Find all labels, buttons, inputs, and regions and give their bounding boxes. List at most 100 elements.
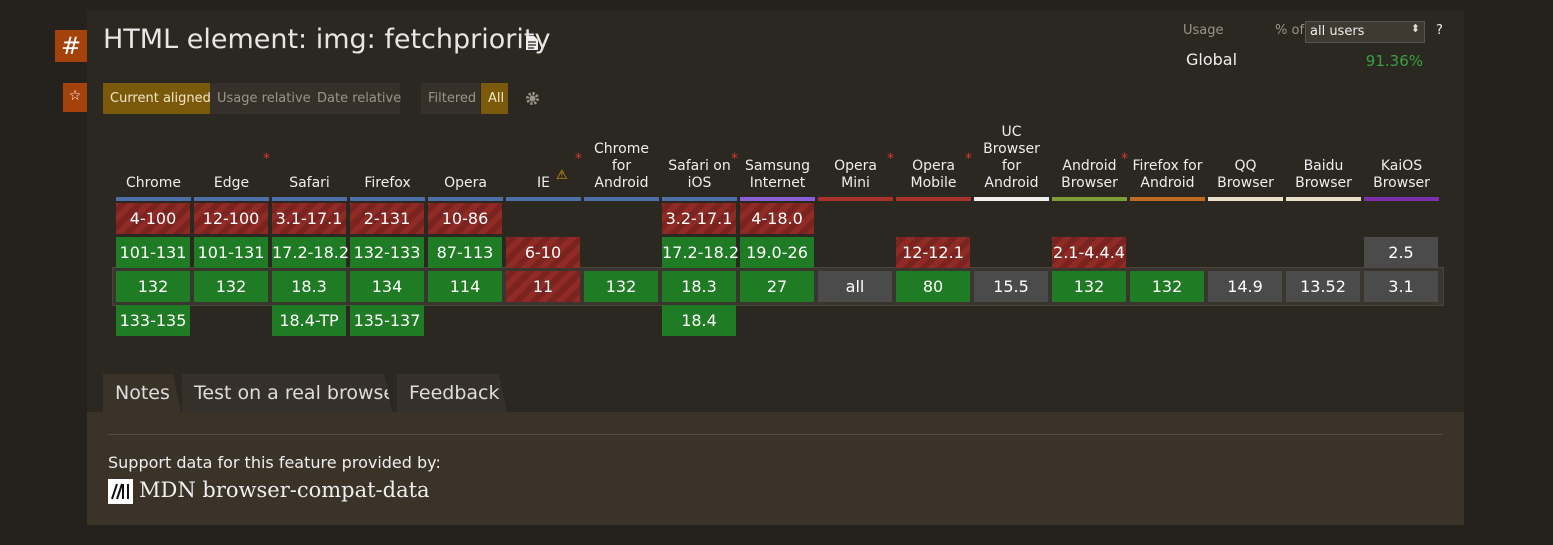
support-cell[interactable]: 132 [1052,271,1126,302]
support-cell[interactable]: 134 [350,271,424,302]
support-cell[interactable]: 80 [896,271,970,302]
doc-icon[interactable] [525,35,539,51]
user-select-text: all users [1310,24,1365,39]
note-star: * [575,151,582,167]
support-cell[interactable]: 2-131 [350,203,424,234]
star-button[interactable]: ☆ [63,83,87,112]
support-cell[interactable]: 132-133 [350,237,424,268]
note-star: * [887,151,894,167]
browser-bar [272,197,347,201]
support-cell[interactable]: 18.3 [662,271,736,302]
tab[interactable]: Feedback [397,374,507,412]
support-cell[interactable]: 15.5 [974,271,1048,302]
browser-bar [740,197,815,201]
mdn-logo [108,479,133,504]
browser-bar [1364,197,1439,201]
notes-panel [87,412,1464,525]
tab[interactable]: Notes [103,374,181,412]
percent-of-label: % of [1275,23,1305,38]
browser-name: Edge [213,175,250,191]
support-cell[interactable]: 101-131 [194,237,268,268]
browser-name: Chrome for Android [594,141,649,191]
support-cell[interactable]: 17.2-18.2 [662,237,739,268]
browser-bar [1208,197,1283,201]
tab[interactable]: Test on a real browser [182,374,392,412]
browser-name: QQ Browser [1217,158,1274,191]
view-mode-button[interactable]: Date relative [310,83,401,114]
warning-icon: ⚠ [556,168,568,183]
browser-bar [350,197,425,201]
browser-name: Baidu Browser [1295,158,1352,191]
support-cell[interactable]: 10-86 [428,203,502,234]
support-cell[interactable]: 2.5 [1364,237,1438,268]
region-label: Global [1186,50,1238,69]
browser-bar [1052,197,1127,201]
support-cell[interactable]: 132 [584,271,658,302]
filter-button[interactable]: Filtered [421,83,480,114]
support-cell[interactable]: 132 [116,271,190,302]
usage-value: 91.36% [1365,52,1423,70]
feature-title: HTML element: img: fetchpriority [103,24,551,55]
browser-name: Opera Mobile [910,158,957,191]
anchor-link[interactable]: # [55,30,87,62]
view-mode-button[interactable]: Current aligned [103,83,211,114]
browser-bar [116,197,191,201]
browser-bar [1130,197,1205,201]
support-cell[interactable]: 13.52 [1286,271,1360,302]
support-cell[interactable]: 2.1-4.4.4 [1052,237,1126,268]
browser-bar [428,197,503,201]
support-cell[interactable]: 4-18.0 [740,203,814,234]
browser-bar [974,197,1049,201]
mdn-source-link[interactable]: MDN browser-compat-data [139,478,430,502]
support-cell[interactable]: 3.1-17.1 [272,203,346,234]
browser-bar [818,197,893,201]
view-mode-button[interactable]: Usage relative [210,83,311,114]
browser-name: Safari on iOS [668,158,731,191]
browser-name: Safari [289,175,330,191]
support-cell[interactable]: 87-113 [428,237,502,268]
note-star: * [965,151,972,167]
browser-name: UC Browser for Android [983,124,1040,191]
browser-bar [584,197,659,201]
settings-icon[interactable] [525,91,540,106]
support-cell[interactable]: 135-137 [350,305,424,336]
support-cell[interactable]: 133-135 [116,305,190,336]
support-cell[interactable]: 6-10 [506,237,580,268]
support-cell[interactable]: 132 [1130,271,1204,302]
browser-bar [194,197,269,201]
support-cell[interactable]: 3.2-17.1 [662,203,736,234]
support-cell[interactable]: 19.0-26 [740,237,814,268]
support-cell[interactable]: 12-100 [194,203,268,234]
help-link[interactable]: ? [1436,23,1443,38]
support-cell[interactable]: 4-100 [116,203,190,234]
support-cell[interactable]: 114 [428,271,502,302]
support-cell[interactable]: 12-12.1 [896,237,970,268]
support-cell[interactable]: 27 [740,271,814,302]
browser-name: KaiOS Browser [1373,158,1430,191]
support-cell[interactable]: 11 [506,271,580,302]
support-cell[interactable]: 18.4 [662,305,736,336]
usage-label: Usage [1183,23,1224,38]
filter-button[interactable]: All [481,83,508,114]
browser-bar [1286,197,1361,201]
support-cell[interactable]: 18.3 [272,271,346,302]
browser-name: Firefox for Android [1132,158,1203,191]
browser-bar [896,197,971,201]
support-cell[interactable]: 132 [194,271,268,302]
divider [108,434,1443,435]
note-star: * [1121,151,1128,167]
support-cell[interactable]: 18.4-TP [272,305,346,336]
note-star: * [731,151,738,167]
support-cell[interactable]: all [818,271,892,302]
note-star: * [263,151,270,167]
support-cell[interactable]: 3.1 [1364,271,1438,302]
browser-name: Samsung Internet [744,158,811,191]
support-cell[interactable]: 14.9 [1208,271,1282,302]
browser-name: Opera Mini [834,158,877,191]
support-cell[interactable]: 101-131 [116,237,190,268]
browser-name: Opera [444,175,487,191]
support-cell[interactable]: 17.2-18.2 [272,237,349,268]
user-select[interactable]: all users ⬍ [1305,21,1425,43]
browser-name: Chrome [126,175,181,191]
